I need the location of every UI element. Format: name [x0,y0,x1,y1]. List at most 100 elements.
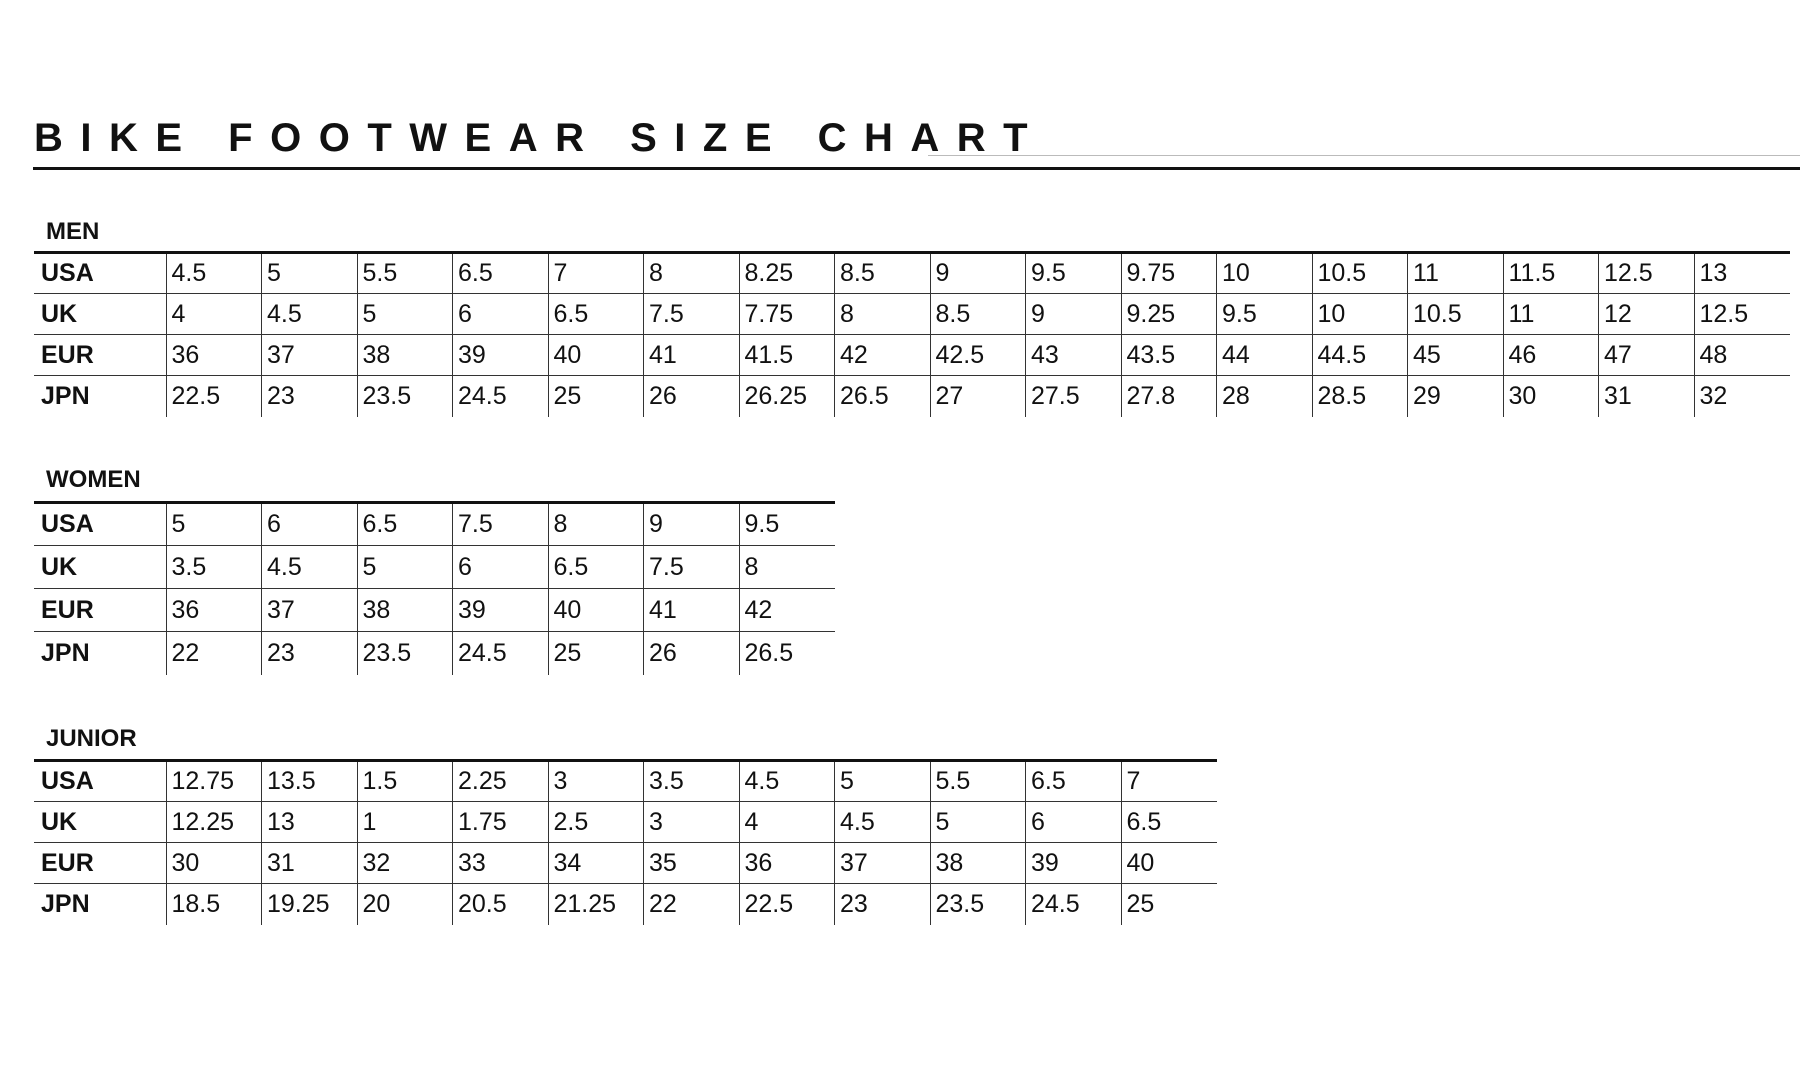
size-cell: 25 [1120,883,1217,925]
size-cell: 24.5 [452,375,548,417]
row-label: USA [34,501,166,546]
size-cell: 8 [834,293,930,335]
size-cell: 6.5 [1025,759,1121,802]
size-cell: 41 [643,588,739,632]
size-cell: 22 [165,631,262,675]
size-cell: 3 [643,801,739,843]
size-cell: 9 [643,501,739,546]
section-label-men: MEN [46,218,100,245]
size-cell: 36 [165,588,262,632]
size-cell: 6 [261,501,357,546]
size-cell: 27.5 [1025,375,1121,417]
size-cell: 10 [1216,251,1312,294]
row-label: UK [34,801,166,843]
size-cell: 9 [929,251,1026,294]
size-cell: 6.5 [1120,801,1217,843]
table-row: USA 12.75 13.5 1.5 2.25 3 3.5 4.5 5 5.5 6.5 7 [34,759,1217,802]
size-cell: 5 [356,545,453,589]
size-cell: 6.5 [547,545,644,589]
size-cell: 39 [1025,842,1121,884]
section-label-junior: JUNIOR [46,725,137,752]
size-cell: 4.5 [165,251,262,294]
size-cell: 13 [261,801,357,843]
row-label: UK [34,293,166,335]
size-cell: 39 [452,588,548,632]
size-cell: 38 [356,334,453,376]
size-cell: 3 [547,759,644,802]
size-cell: 23.5 [356,375,453,417]
table-row: UK 3.5 4.5 5 6 6.5 7.5 8 [34,545,835,589]
size-cell: 40 [547,588,644,632]
size-cell: 6.5 [452,251,548,294]
page-title: BIKE FOOTWEAR SIZE CHART [34,116,1046,160]
table-row: EUR 30 31 32 33 34 35 36 37 38 39 40 [34,842,1217,884]
men-size-table: USA 4.5 5 5.5 6.5 7 8 8.25 8.5 9 9.5 9.75 10 10.5 11 11… [34,251,1790,417]
size-cell: 8 [738,545,835,589]
size-cell: 43.5 [1120,334,1217,376]
size-cell: 4.5 [738,759,835,802]
size-cell: 22.5 [165,375,262,417]
size-cell: 22 [643,883,739,925]
size-cell: 4.5 [834,801,930,843]
size-cell: 44.5 [1311,334,1408,376]
row-label: EUR [34,588,166,632]
size-cell: 21.25 [547,883,644,925]
size-cell: 27 [929,375,1026,417]
size-cell: 1.75 [452,801,548,843]
size-cell: 19.25 [261,883,357,925]
size-cell: 8 [547,501,644,546]
table-row: JPN 22.5 23 23.5 24.5 25 26 26.25 26.5 27 27.5 27.8… [34,375,1790,417]
size-cell: 6.5 [547,293,644,335]
size-cell: 8.5 [834,251,930,294]
size-cell: 12.5 [1693,293,1790,335]
size-cell: 36 [738,842,835,884]
size-cell: 9.5 [1216,293,1312,335]
size-cell: 5 [356,293,453,335]
size-cell: 5 [165,501,262,546]
size-cell: 42 [834,334,930,376]
size-cell: 31 [261,842,357,884]
size-cell: 47 [1598,334,1694,376]
size-cell: 23 [261,375,357,417]
size-cell: 9 [1025,293,1121,335]
title-thin-divider [928,155,1800,156]
size-cell: 9.5 [738,501,835,546]
size-cell: 23.5 [356,631,453,675]
size-cell: 30 [1502,375,1599,417]
table-row: USA 4.5 5 5.5 6.5 7 8 8.25 8.5 9 9.5 9.75 10 10.5 11 11… [34,251,1790,294]
size-cell: 46 [1502,334,1599,376]
section-label-women: WOMEN [46,466,141,493]
row-label: EUR [34,334,166,376]
size-cell: 12.25 [165,801,262,843]
size-cell: 7 [547,251,644,294]
size-cell: 22.5 [738,883,835,925]
size-cell: 40 [547,334,644,376]
women-size-table: USA 5 6 6.5 7.5 8 9 9.5 UK 3.5 4.5 5 6 6.5 7.5 8 EUR 36 37… [34,501,835,675]
size-cell: 11.5 [1502,251,1599,294]
size-cell: 10.5 [1407,293,1503,335]
table-row: USA 5 6 6.5 7.5 8 9 9.5 [34,501,835,546]
size-cell: 7.5 [643,545,739,589]
size-cell: 25 [547,631,644,675]
size-cell: 41.5 [738,334,835,376]
table-row: JPN 18.5 19.25 20 20.5 21.25 22 22.5 23 23.5 24.5 2… [34,883,1217,925]
size-cell: 26.5 [738,631,835,675]
size-cell: 26.25 [738,375,835,417]
size-cell: 25 [547,375,644,417]
junior-size-table: USA 12.75 13.5 1.5 2.25 3 3.5 4.5 5 5.5 6.5 7 UK 12.2… [34,759,1217,925]
size-cell: 13.5 [261,759,357,802]
size-cell: 23.5 [929,883,1026,925]
size-cell: 8.25 [738,251,835,294]
size-cell: 36 [165,334,262,376]
size-cell: 32 [1693,375,1790,417]
size-cell: 4 [738,801,835,843]
size-cell: 9.75 [1120,251,1217,294]
row-label: EUR [34,842,166,884]
size-cell: 43 [1025,334,1121,376]
size-cell: 9.5 [1025,251,1121,294]
size-cell: 32 [356,842,453,884]
size-cell: 8 [643,251,739,294]
size-cell: 38 [929,842,1026,884]
size-cell: 7.75 [738,293,835,335]
size-cell: 1.5 [356,759,453,802]
